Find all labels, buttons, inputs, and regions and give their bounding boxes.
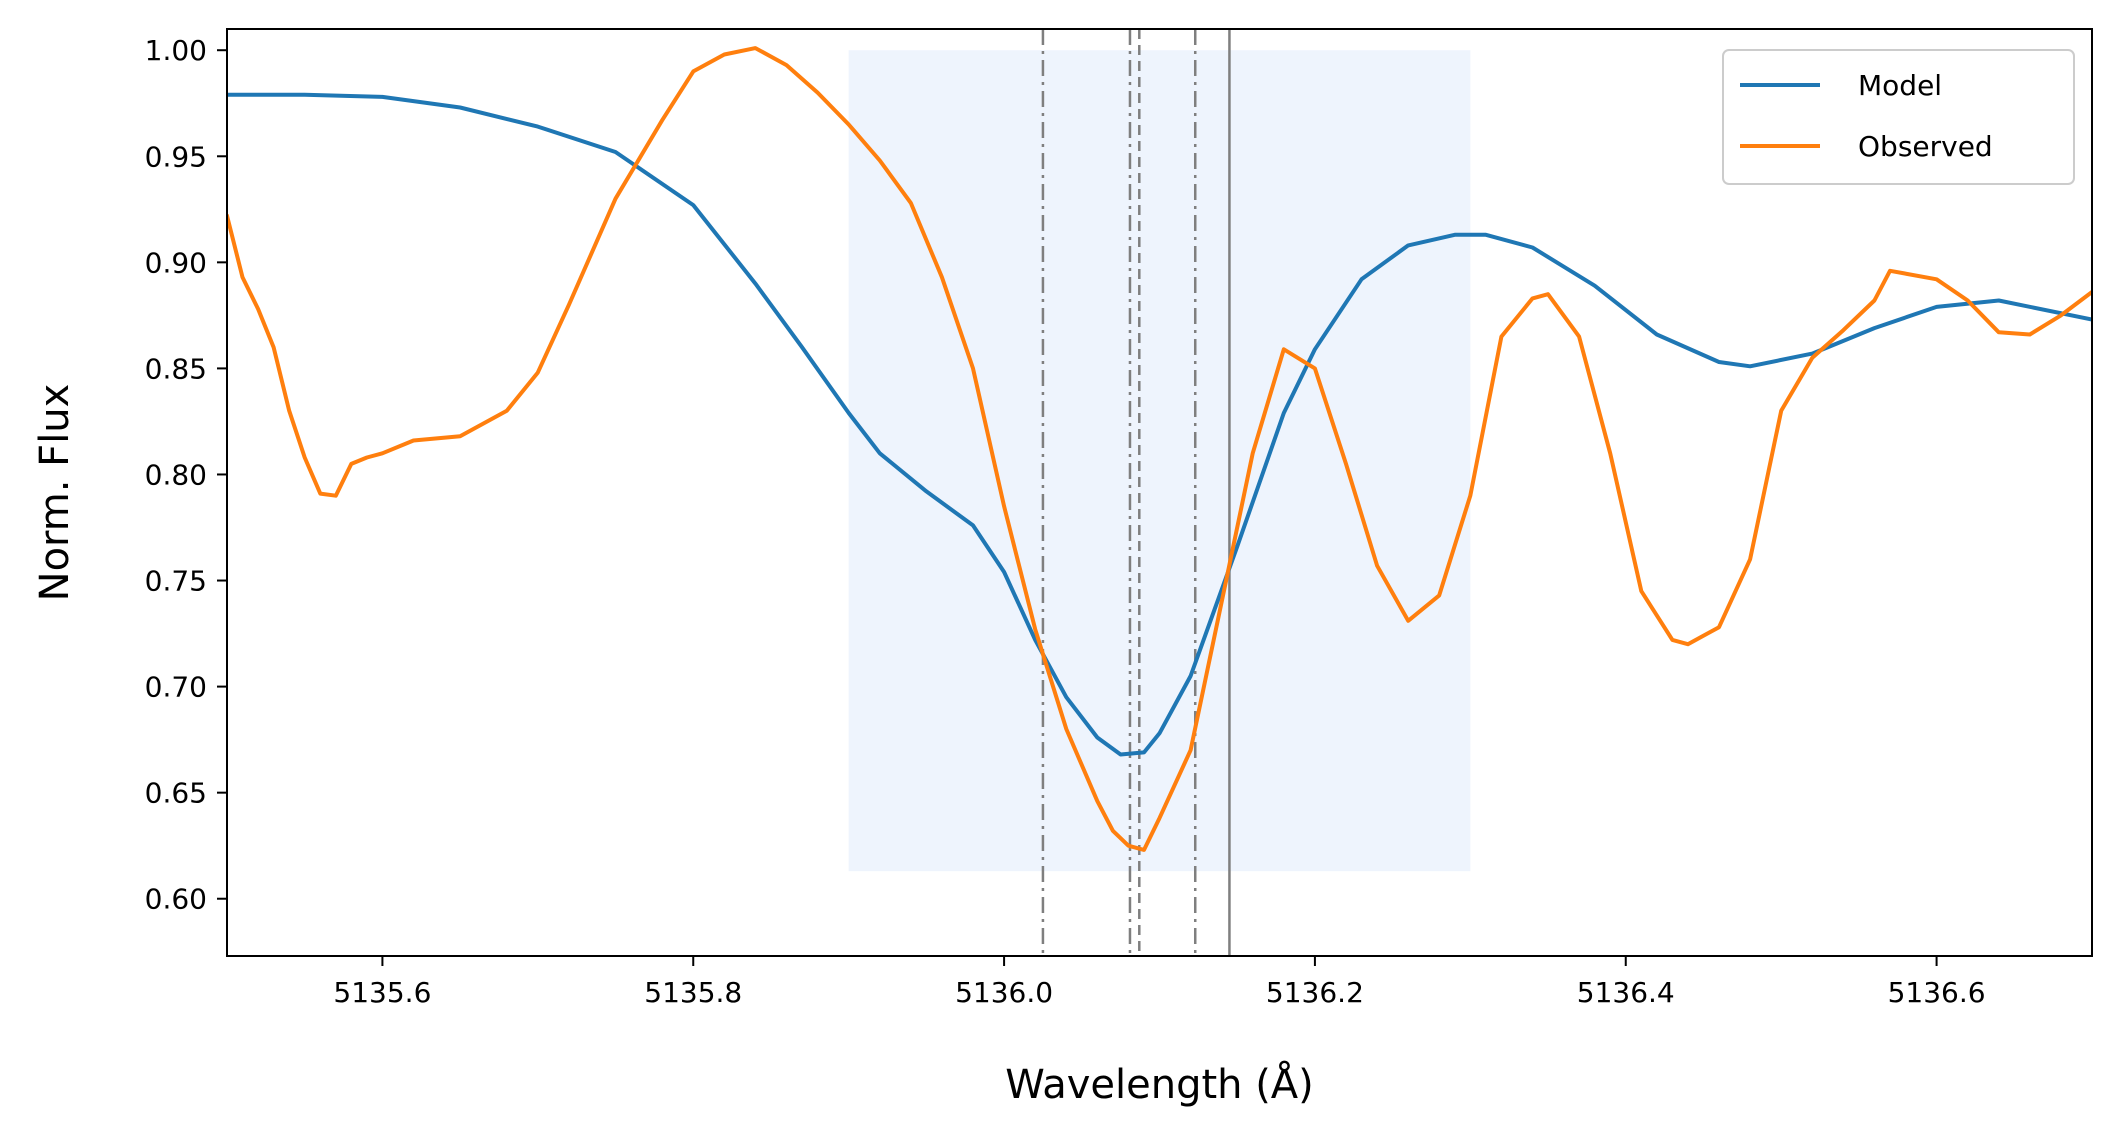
x-tick-label: 5136.4 [1577,976,1675,1009]
series-line-observed [227,46,2092,852]
axes-frame [226,28,2093,957]
y-tick-label: 0.95 [145,140,207,173]
series-line-model [227,92,2092,757]
legend-label-model: Model [1858,69,1942,102]
x-tick-label: 5136.0 [955,976,1053,1009]
y-tick-label: 1.00 [145,34,207,67]
line-fit-window [848,50,1471,872]
series-layer [227,46,2092,852]
x-tick-label: 5135.6 [333,976,431,1009]
x-axis-label: Wavelength (Å) [1005,1060,1314,1108]
y-tick-label: 0.70 [145,671,207,704]
y-axis-label: Norm. Flux [32,384,78,602]
y-tick-label: 0.85 [145,352,207,385]
y-tick-label: 0.75 [145,565,207,598]
plot-area [227,29,2092,956]
reference-lines [1041,29,1231,956]
legend-label-observed: Observed [1858,130,1993,163]
y-tick-label: 0.90 [145,246,207,279]
y-tick-label: 0.65 [145,777,207,810]
y-tick-label: 0.60 [145,883,207,916]
legend: Model Observed [1722,49,2075,185]
x-tick-label: 5136.6 [1888,976,1986,1009]
x-axis-ticks: 5135.6 5135.8 5136.0 5136.2 5136.4 5136.6 [333,956,1986,1009]
x-tick-label: 5136.2 [1266,976,1364,1009]
y-axis-ticks: 0.60 0.65 0.70 0.75 0.80 0.85 0.90 0.95 1.00 [145,34,227,916]
y-tick-label: 0.80 [145,458,207,491]
x-tick-label: 5135.8 [644,976,742,1009]
